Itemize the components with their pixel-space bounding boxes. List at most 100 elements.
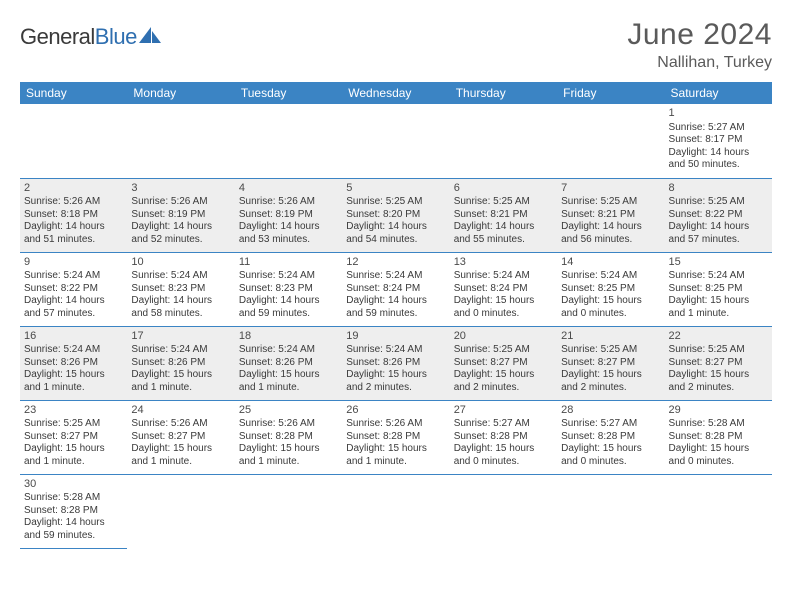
weekday-header: Monday xyxy=(127,82,234,104)
calendar-day-cell: 26Sunrise: 5:26 AMSunset: 8:28 PMDayligh… xyxy=(342,400,449,474)
day-number: 29 xyxy=(669,404,768,418)
daylight-text: Daylight: 15 hours and 1 minute. xyxy=(239,443,338,468)
weekday-header: Thursday xyxy=(450,82,557,104)
day-number: 11 xyxy=(239,256,338,270)
daylight-text: Daylight: 15 hours and 2 minutes. xyxy=(454,369,553,394)
daylight-text: Daylight: 14 hours and 54 minutes. xyxy=(346,221,445,246)
day-number: 20 xyxy=(454,330,553,344)
sunrise-text: Sunrise: 5:25 AM xyxy=(669,196,768,209)
sunrise-text: Sunrise: 5:26 AM xyxy=(24,196,123,209)
sunrise-text: Sunrise: 5:25 AM xyxy=(346,196,445,209)
sunset-text: Sunset: 8:27 PM xyxy=(24,431,123,444)
calendar-empty-cell xyxy=(665,474,772,548)
sail-icon xyxy=(139,27,161,43)
sunrise-text: Sunrise: 5:25 AM xyxy=(24,418,123,431)
logo-text-1: General xyxy=(20,24,95,49)
weekday-header: Friday xyxy=(557,82,664,104)
calendar-day-cell: 7Sunrise: 5:25 AMSunset: 8:21 PMDaylight… xyxy=(557,178,664,252)
sunset-text: Sunset: 8:27 PM xyxy=(454,357,553,370)
daylight-text: Daylight: 14 hours and 52 minutes. xyxy=(131,221,230,246)
sunset-text: Sunset: 8:28 PM xyxy=(346,431,445,444)
calendar-week-row: 1Sunrise: 5:27 AMSunset: 8:17 PMDaylight… xyxy=(20,104,772,178)
daylight-text: Daylight: 14 hours and 57 minutes. xyxy=(24,295,123,320)
day-number: 9 xyxy=(24,256,123,270)
weekday-header: Tuesday xyxy=(235,82,342,104)
daylight-text: Daylight: 14 hours and 59 minutes. xyxy=(346,295,445,320)
calendar-day-cell: 12Sunrise: 5:24 AMSunset: 8:24 PMDayligh… xyxy=(342,252,449,326)
daylight-text: Daylight: 14 hours and 59 minutes. xyxy=(239,295,338,320)
sunset-text: Sunset: 8:22 PM xyxy=(669,209,768,222)
calendar-day-cell: 5Sunrise: 5:25 AMSunset: 8:20 PMDaylight… xyxy=(342,178,449,252)
calendar-week-row: 30Sunrise: 5:28 AMSunset: 8:28 PMDayligh… xyxy=(20,474,772,548)
calendar-day-cell: 25Sunrise: 5:26 AMSunset: 8:28 PMDayligh… xyxy=(235,400,342,474)
day-number: 6 xyxy=(454,182,553,196)
calendar-empty-cell xyxy=(450,104,557,178)
logo-text: GeneralBlue xyxy=(20,24,137,50)
sunset-text: Sunset: 8:19 PM xyxy=(239,209,338,222)
day-number: 10 xyxy=(131,256,230,270)
sunset-text: Sunset: 8:27 PM xyxy=(669,357,768,370)
calendar-day-cell: 8Sunrise: 5:25 AMSunset: 8:22 PMDaylight… xyxy=(665,178,772,252)
sunset-text: Sunset: 8:28 PM xyxy=(561,431,660,444)
calendar-day-cell: 10Sunrise: 5:24 AMSunset: 8:23 PMDayligh… xyxy=(127,252,234,326)
calendar-empty-cell xyxy=(20,104,127,178)
sunrise-text: Sunrise: 5:27 AM xyxy=(669,122,768,135)
sunset-text: Sunset: 8:26 PM xyxy=(24,357,123,370)
calendar-day-cell: 3Sunrise: 5:26 AMSunset: 8:19 PMDaylight… xyxy=(127,178,234,252)
calendar-day-cell: 27Sunrise: 5:27 AMSunset: 8:28 PMDayligh… xyxy=(450,400,557,474)
sunrise-text: Sunrise: 5:24 AM xyxy=(24,344,123,357)
sunset-text: Sunset: 8:28 PM xyxy=(454,431,553,444)
sunrise-text: Sunrise: 5:24 AM xyxy=(239,344,338,357)
sunset-text: Sunset: 8:24 PM xyxy=(454,283,553,296)
calendar-week-row: 9Sunrise: 5:24 AMSunset: 8:22 PMDaylight… xyxy=(20,252,772,326)
daylight-text: Daylight: 15 hours and 1 minute. xyxy=(24,369,123,394)
daylight-text: Daylight: 14 hours and 59 minutes. xyxy=(24,517,123,542)
sunset-text: Sunset: 8:23 PM xyxy=(239,283,338,296)
calendar-day-cell: 6Sunrise: 5:25 AMSunset: 8:21 PMDaylight… xyxy=(450,178,557,252)
sunrise-text: Sunrise: 5:25 AM xyxy=(561,196,660,209)
sunrise-text: Sunrise: 5:26 AM xyxy=(346,418,445,431)
day-number: 23 xyxy=(24,404,123,418)
day-number: 14 xyxy=(561,256,660,270)
sunrise-text: Sunrise: 5:24 AM xyxy=(131,270,230,283)
calendar-day-cell: 21Sunrise: 5:25 AMSunset: 8:27 PMDayligh… xyxy=(557,326,664,400)
day-number: 19 xyxy=(346,330,445,344)
day-number: 24 xyxy=(131,404,230,418)
sunset-text: Sunset: 8:25 PM xyxy=(669,283,768,296)
calendar-empty-cell xyxy=(450,474,557,548)
calendar-day-cell: 20Sunrise: 5:25 AMSunset: 8:27 PMDayligh… xyxy=(450,326,557,400)
location-subtitle: Nallihan, Turkey xyxy=(627,54,772,72)
sunset-text: Sunset: 8:22 PM xyxy=(24,283,123,296)
calendar-week-row: 16Sunrise: 5:24 AMSunset: 8:26 PMDayligh… xyxy=(20,326,772,400)
sunset-text: Sunset: 8:20 PM xyxy=(346,209,445,222)
sunrise-text: Sunrise: 5:26 AM xyxy=(131,196,230,209)
daylight-text: Daylight: 14 hours and 55 minutes. xyxy=(454,221,553,246)
sunset-text: Sunset: 8:28 PM xyxy=(239,431,338,444)
day-number: 26 xyxy=(346,404,445,418)
page-title: June 2024 xyxy=(627,18,772,52)
daylight-text: Daylight: 15 hours and 0 minutes. xyxy=(669,443,768,468)
calendar-empty-cell xyxy=(127,474,234,548)
sunrise-text: Sunrise: 5:25 AM xyxy=(561,344,660,357)
day-number: 25 xyxy=(239,404,338,418)
sunrise-text: Sunrise: 5:24 AM xyxy=(346,270,445,283)
day-number: 13 xyxy=(454,256,553,270)
sunrise-text: Sunrise: 5:24 AM xyxy=(454,270,553,283)
daylight-text: Daylight: 15 hours and 1 minute. xyxy=(131,369,230,394)
calendar-week-row: 2Sunrise: 5:26 AMSunset: 8:18 PMDaylight… xyxy=(20,178,772,252)
daylight-text: Daylight: 15 hours and 1 minute. xyxy=(131,443,230,468)
sunset-text: Sunset: 8:17 PM xyxy=(669,134,768,147)
calendar-page: GeneralBlue June 2024 Nallihan, Turkey S… xyxy=(0,0,792,549)
sunrise-text: Sunrise: 5:24 AM xyxy=(239,270,338,283)
logo-text-2: Blue xyxy=(95,24,137,49)
sunrise-text: Sunrise: 5:26 AM xyxy=(239,196,338,209)
calendar-empty-cell xyxy=(557,104,664,178)
daylight-text: Daylight: 15 hours and 1 minute. xyxy=(239,369,338,394)
calendar-day-cell: 1Sunrise: 5:27 AMSunset: 8:17 PMDaylight… xyxy=(665,104,772,178)
daylight-text: Daylight: 15 hours and 2 minutes. xyxy=(346,369,445,394)
calendar-week-row: 23Sunrise: 5:25 AMSunset: 8:27 PM Dayligh… xyxy=(20,400,772,474)
calendar-day-cell: 4Sunrise: 5:26 AMSunset: 8:19 PMDaylight… xyxy=(235,178,342,252)
day-number: 8 xyxy=(669,182,768,196)
sunrise-text: Sunrise: 5:28 AM xyxy=(24,492,123,505)
day-number: 15 xyxy=(669,256,768,270)
